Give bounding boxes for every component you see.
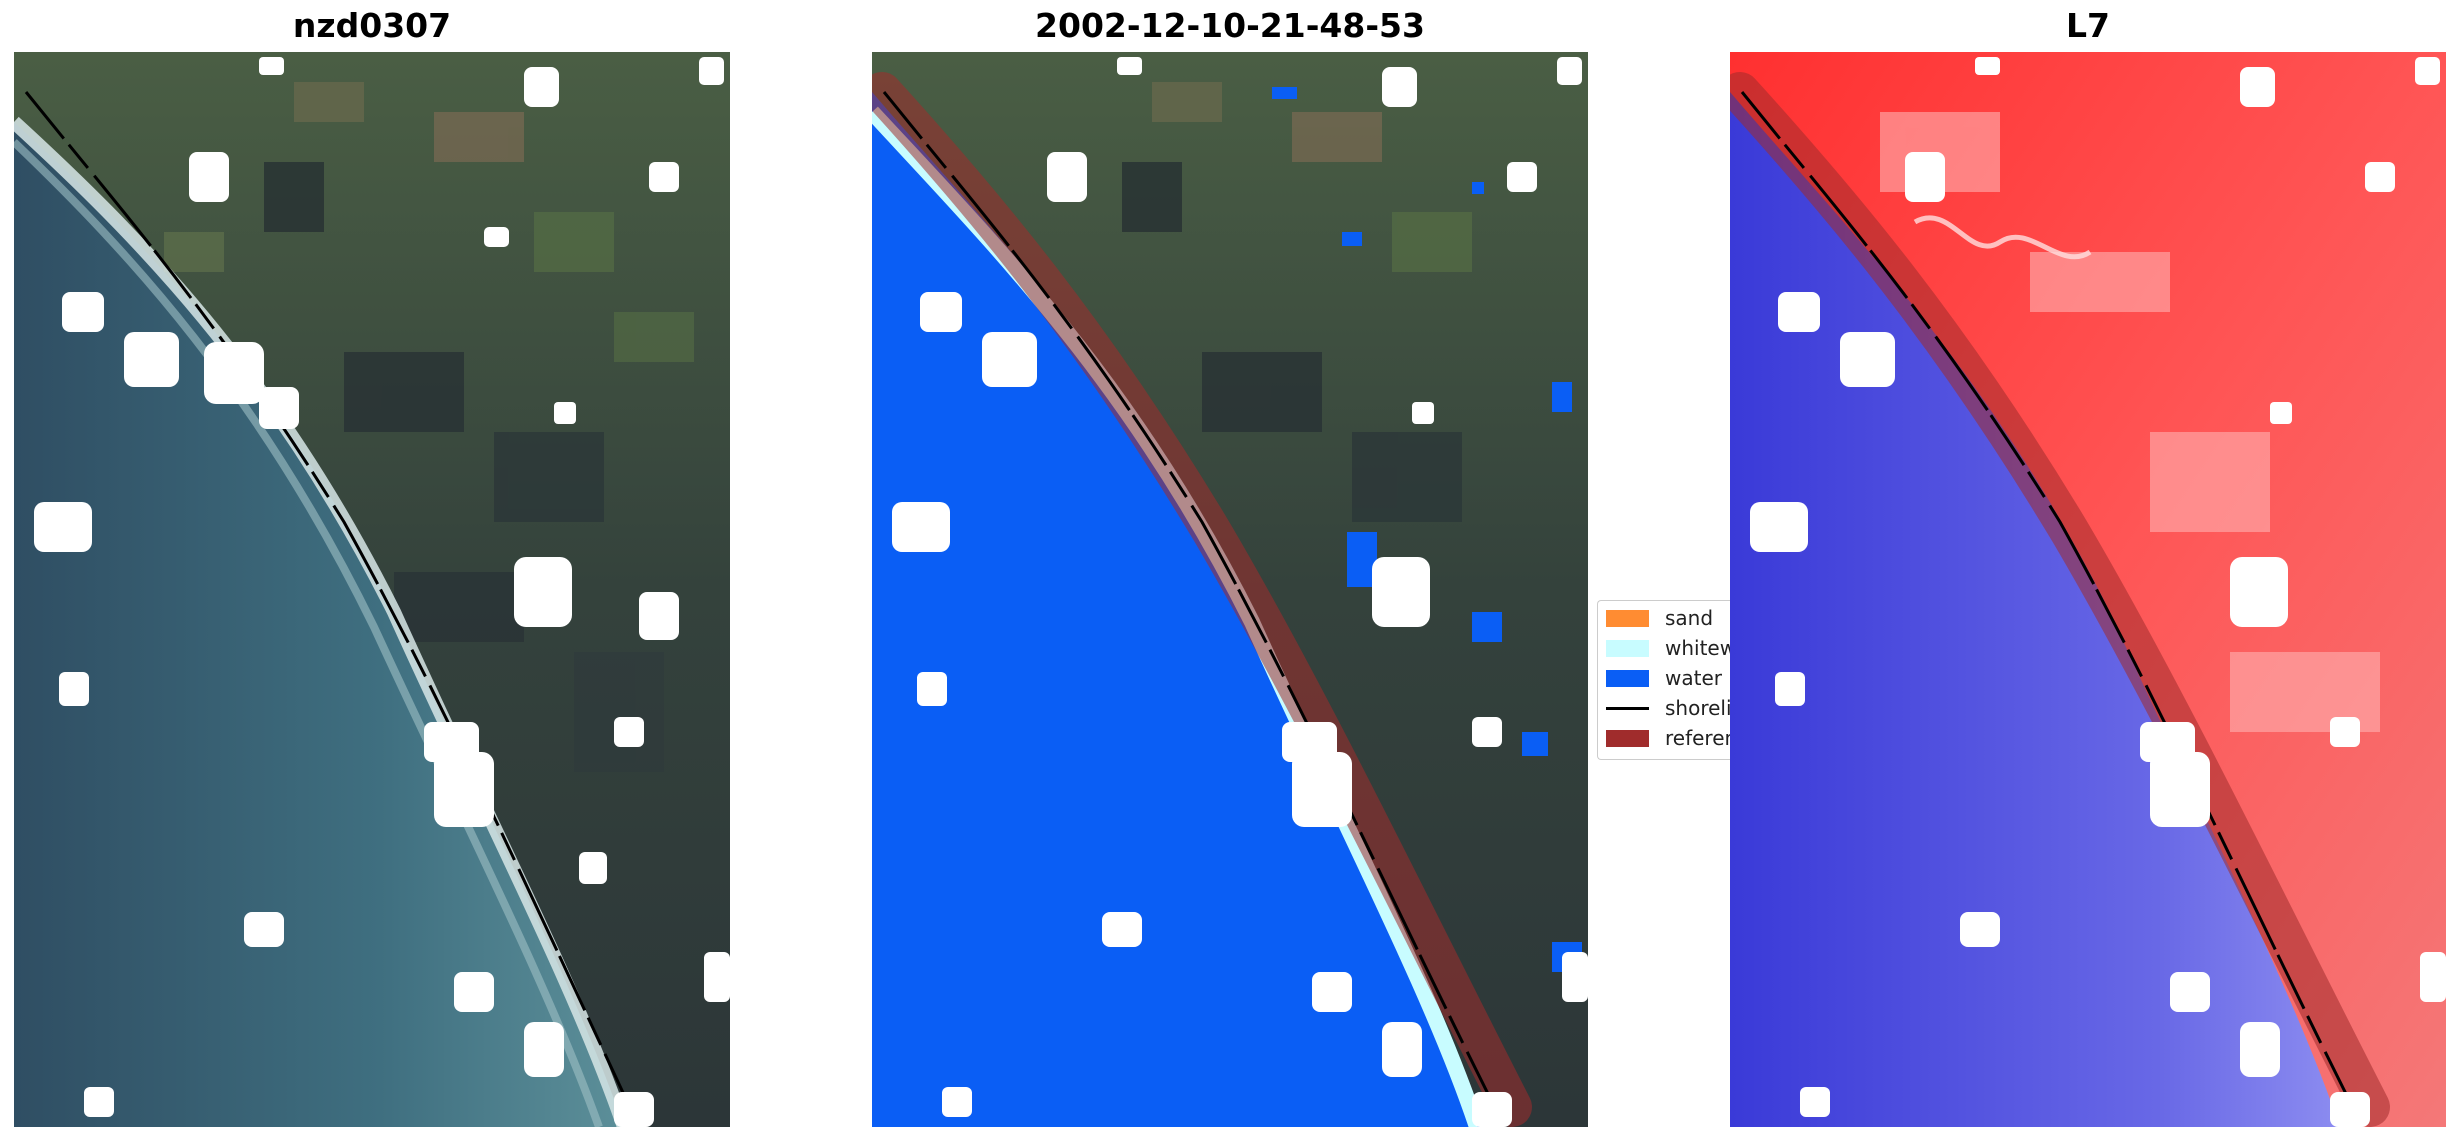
reference-shoreline-buffer (872, 72, 1532, 1127)
detected-shoreline (1740, 91, 2357, 1113)
legend-label: water (1665, 666, 1722, 690)
river (1913, 215, 2092, 260)
legend-item-water: water (1606, 665, 1722, 691)
shoreline-line-swatch (1606, 706, 1649, 710)
index-image-panel (1730, 52, 2446, 1127)
buffer-swatch (1606, 729, 1649, 747)
cloud-mask (1750, 57, 2446, 1127)
legend-item-shoreline: shoreline (1606, 695, 1730, 721)
panel-title-rgb: nzd0307 (292, 6, 452, 45)
sand-swatch (1606, 609, 1649, 627)
rgb-satellite-image (14, 52, 730, 1127)
legend-label: sand (1665, 606, 1714, 630)
index-satellite-image (1730, 52, 2446, 1127)
reference-shoreline-buffer (1730, 72, 2390, 1127)
cloud-mask (892, 57, 1588, 1127)
classified-image-panel (872, 52, 1588, 1127)
panel-title-index: L7 (2066, 6, 2110, 45)
field-patches (1122, 82, 1472, 522)
legend-item-sand: sand (1606, 605, 1713, 631)
panel-title-classified: 2002-12-10-21-48-53 (1035, 6, 1425, 45)
surf-zone (14, 116, 631, 1127)
field-patches (164, 82, 694, 772)
whitewater-swatch (1606, 639, 1649, 657)
legend-label: shoreline (1665, 696, 1730, 720)
detected-shoreline (882, 91, 1499, 1113)
land-index-texture (1880, 112, 2380, 732)
water-swatch (1606, 669, 1649, 687)
detected-shoreline (24, 91, 641, 1127)
legend-label: reference shoreline buffer (1665, 726, 1730, 750)
cloud-mask (34, 57, 730, 1127)
classified-satellite-image (872, 52, 1588, 1127)
rgb-image-panel (14, 52, 730, 1127)
legend-item-reference-buffer: reference shoreline buffer (1606, 725, 1730, 751)
